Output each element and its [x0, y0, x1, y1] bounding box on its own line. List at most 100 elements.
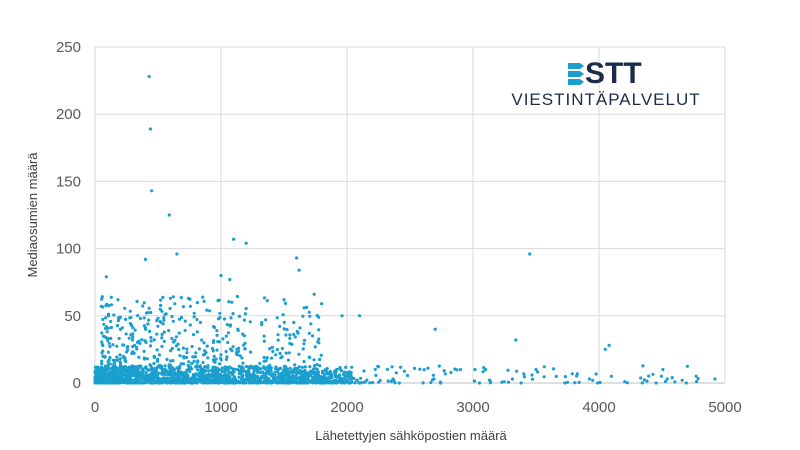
data-point: [275, 348, 279, 352]
data-point: [138, 316, 142, 321]
data-point: [188, 323, 192, 327]
data-point: [654, 381, 658, 385]
data-point: [202, 341, 206, 345]
data-point: [314, 367, 318, 371]
data-point: [325, 372, 330, 376]
data-point: [215, 348, 219, 352]
data-point: [359, 376, 363, 380]
data-point: [651, 372, 655, 376]
data-point: [283, 367, 287, 371]
data-point: [258, 370, 263, 375]
data-point: [335, 375, 339, 379]
data-point: [258, 361, 262, 365]
data-point: [147, 306, 151, 310]
data-point: [645, 379, 649, 383]
data-point: [296, 331, 300, 335]
data-point: [108, 377, 112, 382]
data-point: [338, 366, 342, 370]
data-point: [271, 349, 275, 354]
x-axis-label: Lähetettyjen sähköpostien määrä: [315, 428, 507, 443]
data-point: [216, 340, 220, 344]
y-tick-label: 100: [56, 241, 81, 258]
data-point: [270, 356, 274, 360]
data-point: [238, 354, 242, 358]
data-point: [263, 373, 267, 377]
data-point: [244, 306, 248, 311]
data-point: [195, 317, 199, 322]
data-point: [117, 316, 121, 320]
data-point: [598, 380, 602, 385]
data-point: [131, 326, 135, 330]
data-point: [195, 364, 199, 368]
data-point: [244, 381, 248, 385]
data-point: [186, 363, 190, 368]
data-point: [237, 364, 241, 368]
data-point: [389, 379, 393, 383]
data-point: [194, 372, 198, 376]
data-point: [161, 322, 165, 326]
data-point: [107, 370, 111, 374]
data-point: [285, 379, 289, 383]
data-point: [100, 297, 104, 301]
data-point: [146, 322, 150, 326]
data-point: [412, 366, 417, 370]
data-point: [160, 344, 164, 348]
data-point: [262, 365, 266, 369]
data-point: [115, 355, 119, 359]
data-point: [188, 378, 192, 382]
data-point: [312, 367, 316, 371]
data-point: [144, 365, 148, 369]
data-point: [528, 252, 532, 256]
data-point: [212, 360, 216, 364]
data-point: [140, 338, 144, 342]
data-point: [376, 365, 381, 369]
data-point: [152, 355, 157, 359]
data-point: [173, 302, 177, 306]
data-point: [141, 304, 145, 308]
data-point: [155, 348, 159, 352]
data-point: [362, 369, 366, 373]
data-point: [115, 324, 120, 328]
data-point: [122, 369, 127, 373]
data-point: [219, 273, 223, 278]
data-point: [190, 361, 194, 366]
data-point: [113, 358, 117, 362]
data-point: [205, 308, 209, 312]
data-point: [352, 376, 356, 380]
data-point: [165, 379, 169, 383]
data-point: [212, 354, 216, 358]
data-point: [308, 365, 312, 369]
data-point: [118, 327, 123, 331]
data-point: [169, 379, 173, 383]
data-point: [104, 368, 108, 372]
data-point: [179, 362, 183, 366]
data-point: [522, 375, 527, 379]
data-point: [224, 350, 228, 354]
data-point: [278, 351, 282, 356]
data-point: [229, 316, 233, 320]
data-point: [552, 367, 556, 371]
data-point: [128, 316, 132, 320]
data-point: [240, 365, 244, 369]
logo-wordmark: STT: [585, 57, 642, 90]
data-point: [121, 343, 125, 347]
data-point: [577, 380, 581, 384]
data-point: [148, 329, 152, 333]
data-point: [235, 352, 239, 356]
data-point: [195, 330, 199, 334]
data-point: [283, 370, 287, 374]
data-point: [280, 379, 284, 383]
data-point: [248, 320, 252, 324]
data-point: [314, 376, 318, 380]
data-point: [142, 356, 146, 360]
data-point: [394, 371, 398, 375]
data-point: [139, 376, 143, 380]
data-point: [171, 295, 175, 299]
data-point: [371, 381, 375, 385]
data-point: [124, 332, 128, 336]
data-point: [249, 364, 253, 368]
data-point: [309, 378, 313, 383]
data-point: [262, 339, 266, 343]
data-point: [232, 370, 236, 374]
data-point: [530, 377, 535, 381]
